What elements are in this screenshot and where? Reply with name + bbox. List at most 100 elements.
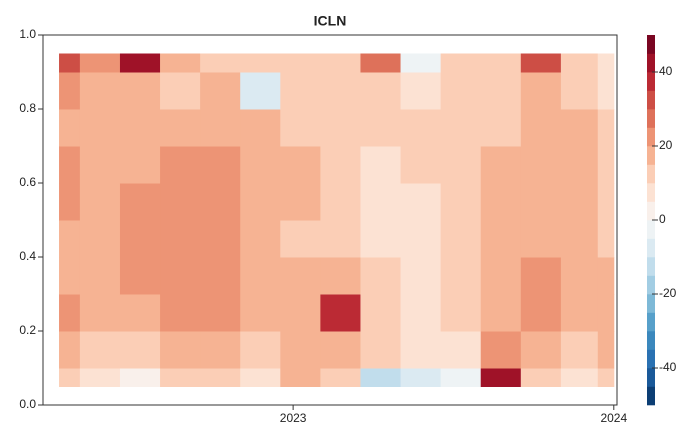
heat-cell bbox=[59, 294, 81, 332]
heat-cell bbox=[280, 294, 321, 332]
y-tick-label: 0.6 bbox=[19, 175, 36, 189]
heat-cell bbox=[160, 72, 201, 110]
heat-cell bbox=[200, 146, 241, 184]
heat-cell bbox=[59, 220, 81, 258]
heat-cell bbox=[280, 53, 321, 73]
colorbar-band bbox=[647, 368, 655, 387]
heat-cell bbox=[320, 183, 361, 221]
heat-cell bbox=[320, 331, 361, 369]
heat-cell bbox=[240, 294, 281, 332]
colorbar-band bbox=[647, 349, 655, 369]
heat-cell bbox=[400, 294, 442, 332]
heat-cell bbox=[320, 220, 361, 258]
colorbar-band bbox=[647, 146, 655, 165]
heat-cell bbox=[160, 294, 201, 332]
heat-cell bbox=[520, 183, 562, 221]
heat-cell bbox=[79, 183, 121, 221]
heat-cell bbox=[160, 368, 201, 387]
heat-cell bbox=[520, 257, 562, 295]
heat-cell bbox=[520, 72, 562, 110]
heat-cell bbox=[520, 53, 562, 73]
heat-cell bbox=[160, 53, 201, 73]
heat-cell bbox=[320, 257, 361, 295]
heat-cell bbox=[360, 109, 402, 147]
heat-cell bbox=[560, 331, 599, 369]
heat-cell bbox=[440, 72, 482, 110]
heat-cell bbox=[520, 331, 562, 369]
colorbar-band bbox=[647, 164, 655, 184]
heat-cell bbox=[520, 109, 562, 147]
heat-cell bbox=[119, 294, 161, 332]
chart-title: ICLN bbox=[314, 13, 347, 29]
heat-cell bbox=[480, 257, 522, 295]
colorbar-band bbox=[647, 35, 655, 54]
heat-cell bbox=[440, 368, 482, 387]
heat-cell bbox=[200, 53, 241, 73]
heat-cell bbox=[400, 72, 442, 110]
heat-cell bbox=[200, 183, 241, 221]
colorbar-band bbox=[647, 238, 655, 258]
heat-cell bbox=[440, 146, 482, 184]
heat-cell bbox=[280, 146, 321, 184]
colorbar-tick-label: 20 bbox=[659, 138, 673, 152]
heat-cell bbox=[440, 294, 482, 332]
heat-cell bbox=[79, 146, 121, 184]
colorbar-tick-label: -20 bbox=[659, 286, 677, 300]
heat-cell bbox=[59, 109, 81, 147]
colorbar-band bbox=[647, 275, 655, 295]
heat-cell bbox=[79, 53, 121, 73]
heat-cell bbox=[597, 220, 615, 258]
heat-cell bbox=[320, 109, 361, 147]
heat-cell bbox=[480, 294, 522, 332]
heat-cell bbox=[240, 109, 281, 147]
heat-cell bbox=[119, 257, 161, 295]
heat-cell bbox=[160, 146, 201, 184]
heat-cell bbox=[560, 72, 599, 110]
y-tick-label: 0.2 bbox=[19, 323, 36, 337]
heat-cell bbox=[560, 109, 599, 147]
heat-cell bbox=[59, 331, 81, 369]
heat-cell bbox=[440, 220, 482, 258]
heat-cell bbox=[280, 331, 321, 369]
heat-cell bbox=[440, 331, 482, 369]
heat-cell bbox=[240, 220, 281, 258]
colorbar-tick-label: 40 bbox=[659, 64, 673, 78]
heat-cell bbox=[200, 257, 241, 295]
heat-cell bbox=[560, 368, 599, 387]
heat-cell bbox=[119, 109, 161, 147]
heat-cell bbox=[480, 53, 522, 73]
heat-cell bbox=[360, 368, 402, 387]
colorbar-band bbox=[647, 201, 655, 221]
heat-cell bbox=[440, 109, 482, 147]
heat-cell bbox=[480, 109, 522, 147]
colorbar-band bbox=[647, 109, 655, 128]
heat-cell bbox=[119, 146, 161, 184]
heat-cell bbox=[520, 220, 562, 258]
heat-cell bbox=[320, 368, 361, 387]
heat-cell bbox=[560, 53, 599, 73]
y-tick-label: 1.0 bbox=[19, 27, 36, 41]
colorbar-band bbox=[647, 183, 655, 202]
heat-cell bbox=[360, 220, 402, 258]
heat-cell bbox=[400, 53, 442, 73]
heat-cell bbox=[79, 257, 121, 295]
heat-cell bbox=[560, 146, 599, 184]
heat-cell bbox=[200, 220, 241, 258]
heat-cell bbox=[59, 72, 81, 110]
heat-cell bbox=[200, 72, 241, 110]
heat-cell bbox=[360, 72, 402, 110]
heat-cell bbox=[79, 368, 121, 387]
heat-cell bbox=[400, 257, 442, 295]
heat-cell bbox=[280, 72, 321, 110]
heat-cell bbox=[119, 368, 161, 387]
heat-cell bbox=[597, 257, 615, 295]
colorbar-band bbox=[647, 127, 655, 147]
heat-cell bbox=[480, 183, 522, 221]
heat-cell bbox=[119, 72, 161, 110]
heat-cell bbox=[480, 72, 522, 110]
heat-cell bbox=[360, 146, 402, 184]
heat-cell bbox=[79, 294, 121, 332]
colorbar-band bbox=[647, 386, 655, 406]
heat-cell bbox=[597, 331, 615, 369]
